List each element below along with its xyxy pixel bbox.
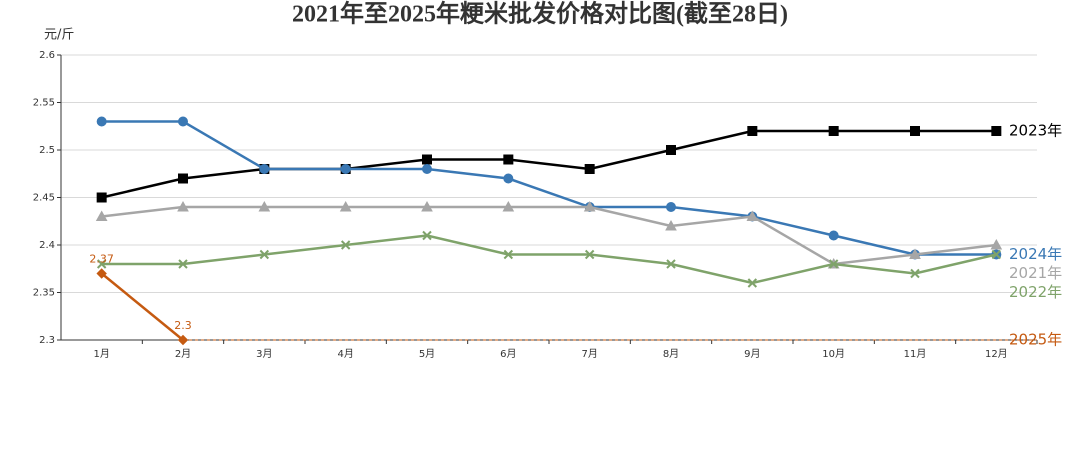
y-tick-label: 2.45	[33, 193, 55, 204]
marker	[665, 219, 677, 231]
marker	[503, 173, 514, 184]
legend-label: 2022年	[1009, 283, 1062, 301]
marker	[96, 259, 107, 269]
marker	[339, 200, 352, 212]
marker	[991, 126, 1002, 136]
marker	[421, 200, 433, 212]
legend-label: 2025年	[1009, 331, 1062, 349]
x-tick-label: 7月	[581, 348, 597, 360]
marker	[828, 259, 839, 269]
legend-label: 2021年	[1009, 264, 1062, 282]
legend-label: 2024年	[1009, 245, 1062, 263]
y-tick-label: 2.4	[39, 240, 55, 251]
marker	[503, 249, 514, 260]
marker	[340, 240, 351, 250]
marker	[178, 173, 188, 184]
marker	[422, 230, 432, 241]
marker	[503, 154, 514, 165]
marker	[259, 249, 270, 260]
data-label: 2.3	[174, 319, 192, 332]
marker	[666, 259, 676, 269]
series-line	[101, 129, 997, 199]
marker	[96, 268, 107, 279]
marker	[422, 164, 432, 174]
series-line	[101, 234, 997, 285]
marker	[340, 164, 351, 174]
marker	[95, 210, 108, 221]
y-tick-label: 2.35	[33, 288, 55, 299]
marker	[910, 126, 920, 136]
marker	[747, 278, 758, 288]
marker	[666, 145, 676, 155]
series-line	[101, 205, 997, 266]
x-tick-label: 4月	[337, 348, 353, 360]
marker	[747, 126, 758, 136]
marker	[178, 116, 188, 127]
marker	[502, 200, 515, 212]
x-tick-label: 10月	[822, 348, 845, 360]
marker	[584, 249, 595, 260]
y-axis-label: 元/斤	[44, 28, 74, 43]
x-tick-label: 2月	[175, 348, 191, 360]
x-tick-label: 1月	[93, 348, 109, 360]
marker	[909, 248, 921, 259]
marker	[258, 200, 271, 212]
marker	[584, 164, 595, 174]
chart-title: 2021年至2025年粳米批发价格对比图(截至28日)	[292, 0, 788, 28]
marker	[746, 210, 759, 221]
marker	[583, 200, 596, 212]
marker	[259, 164, 270, 174]
marker	[910, 268, 920, 279]
marker	[666, 202, 676, 212]
marker	[991, 249, 1002, 260]
legend-label: 2023年	[1009, 122, 1062, 140]
marker	[96, 116, 107, 127]
y-tick-label: 2.3	[39, 335, 55, 346]
x-tick-label: 9月	[744, 348, 760, 360]
x-tick-label: 5月	[419, 348, 435, 360]
x-tick-label: 11月	[904, 348, 927, 360]
marker	[990, 238, 1003, 250]
series-line	[101, 120, 997, 256]
y-tick-label: 2.5	[39, 145, 55, 156]
x-tick-label: 6月	[500, 348, 516, 360]
marker	[828, 126, 839, 136]
y-tick-label: 2.6	[39, 50, 55, 61]
marker	[828, 230, 839, 241]
x-tick-label: 12月	[985, 348, 1008, 360]
data-label: 2.37	[89, 253, 114, 266]
marker	[422, 154, 432, 165]
x-tick-label: 3月	[256, 348, 272, 360]
y-tick-label: 2.55	[33, 98, 55, 109]
marker	[178, 259, 188, 269]
marker	[177, 200, 189, 212]
x-tick-label: 8月	[663, 348, 679, 360]
series-line	[100, 272, 184, 341]
marker	[96, 192, 107, 203]
